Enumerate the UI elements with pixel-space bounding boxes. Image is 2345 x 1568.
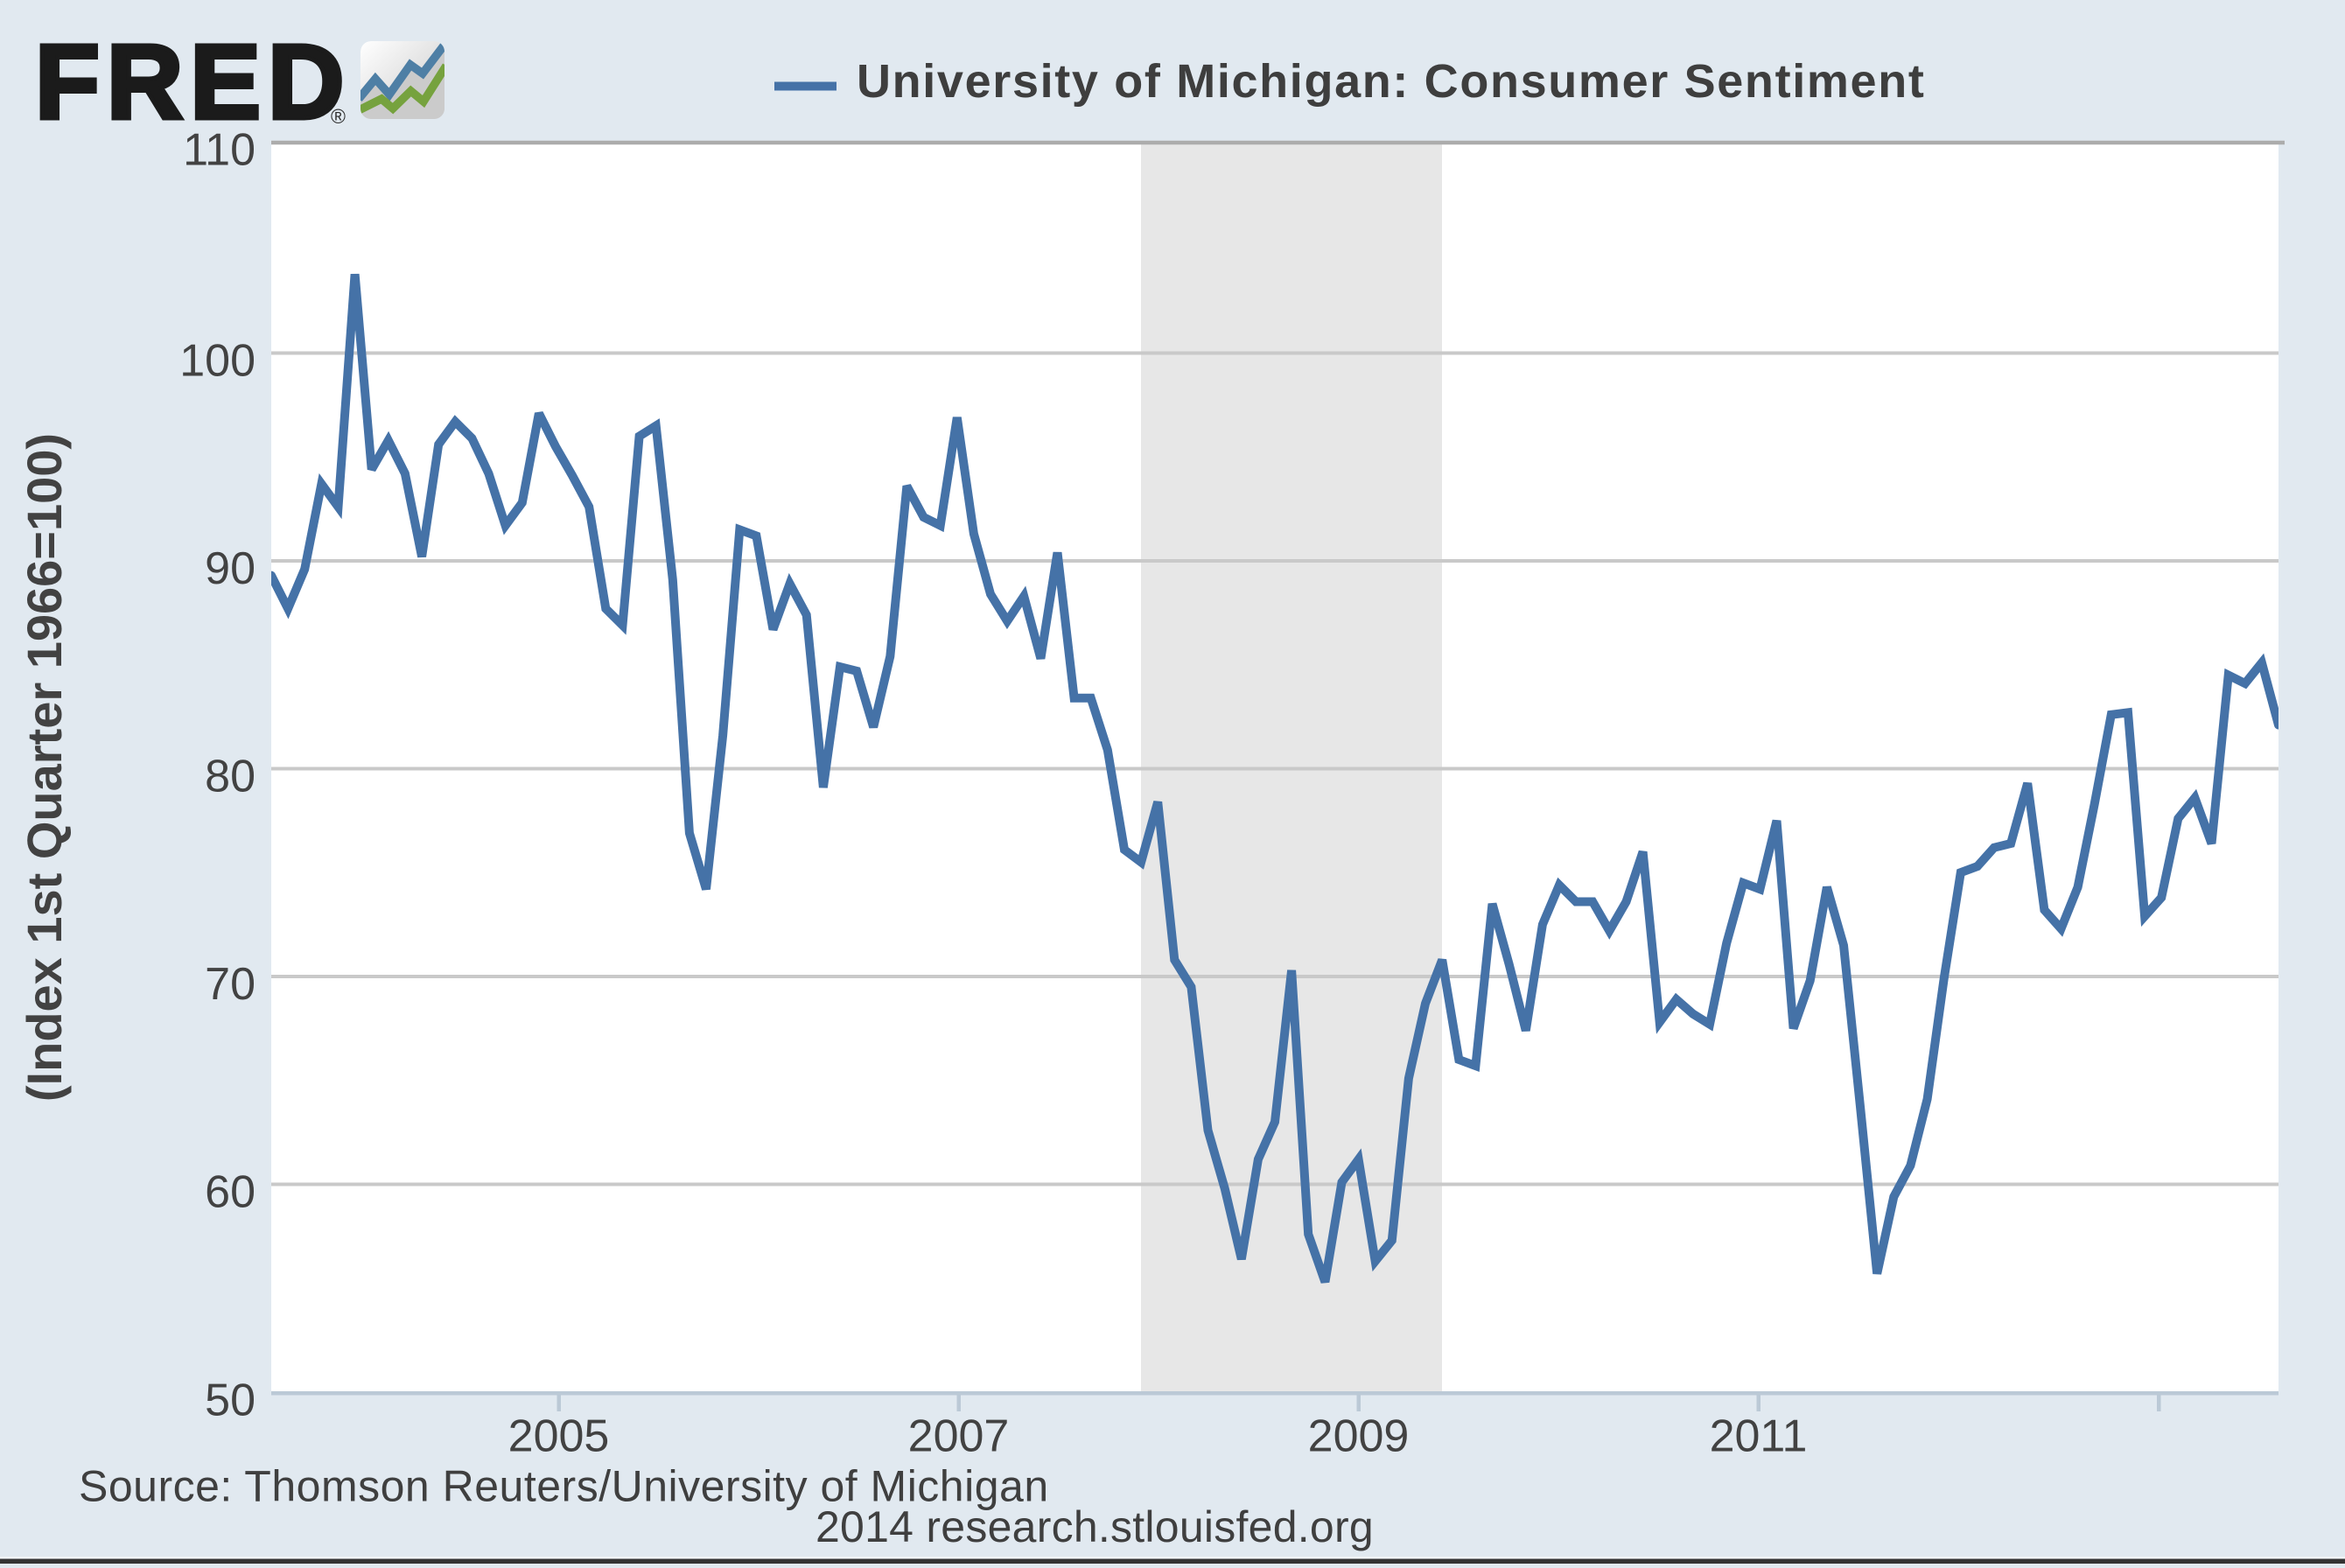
- svg-text:60: 60: [205, 1167, 256, 1218]
- svg-text:90: 90: [205, 543, 256, 594]
- svg-text:®: ®: [331, 105, 346, 128]
- svg-text:100: 100: [179, 336, 256, 387]
- svg-text:70: 70: [205, 959, 256, 1010]
- svg-text:(Index 1st Quarter 1966=100): (Index 1st Quarter 1966=100): [17, 433, 72, 1102]
- svg-text:University of Michigan: Consum: University of Michigan: Consumer Sentime…: [857, 55, 1925, 108]
- svg-text:2009: 2009: [1308, 1411, 1410, 1462]
- svg-text:2005: 2005: [508, 1411, 610, 1462]
- svg-text:110: 110: [183, 125, 256, 176]
- svg-text:Source: Thomson Reuters/Univer: Source: Thomson Reuters/University of Mi…: [79, 1462, 1049, 1511]
- svg-text:2007: 2007: [908, 1411, 1010, 1462]
- svg-text:80: 80: [205, 752, 256, 802]
- svg-text:FRED: FRED: [35, 22, 351, 141]
- svg-text:2011: 2011: [1710, 1411, 1808, 1462]
- svg-text:50: 50: [205, 1376, 256, 1426]
- svg-text:2014 research.stlouisfed.org: 2014 research.stlouisfed.org: [816, 1502, 1374, 1551]
